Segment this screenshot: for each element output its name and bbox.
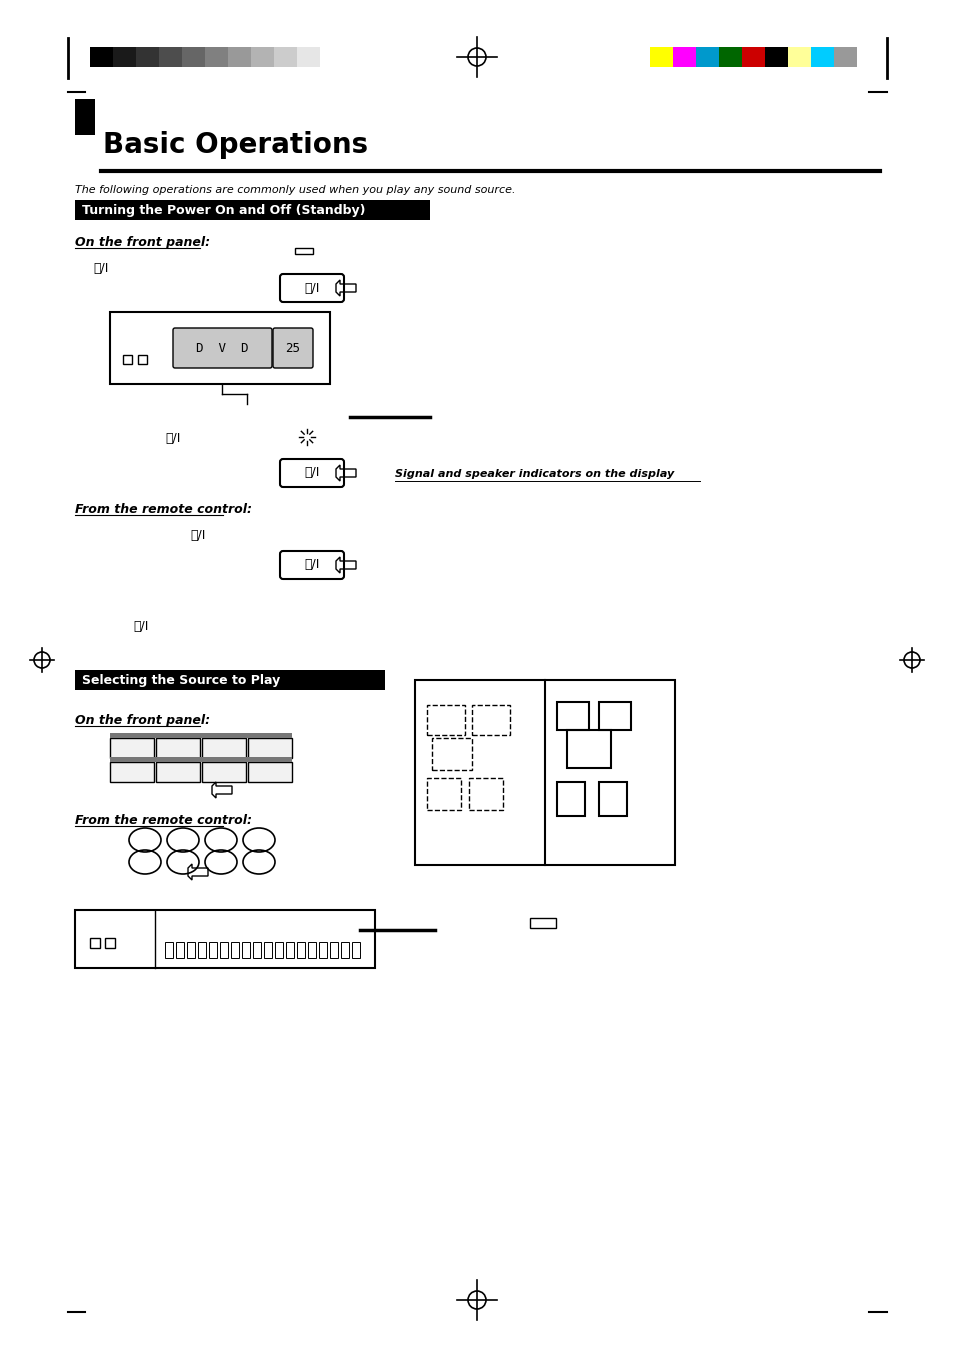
Bar [598, 781, 626, 817]
Bar [105, 938, 115, 948]
Bar [598, 702, 630, 730]
Text: From the remote control:: From the remote control: [75, 814, 252, 827]
Bar [741, 47, 764, 68]
Bar [182, 47, 205, 68]
Bar [110, 757, 292, 763]
Bar [75, 99, 95, 135]
Bar [110, 312, 330, 384]
Bar [340, 942, 349, 959]
Bar [286, 942, 294, 959]
Bar [251, 47, 274, 68]
Bar [649, 47, 672, 68]
Text: From the remote control:: From the remote control: [75, 503, 252, 516]
Bar [557, 702, 588, 730]
Text: ⏻/I: ⏻/I [132, 621, 149, 633]
Text: Signal and speaker indicators on the display: Signal and speaker indicators on the dis… [395, 469, 674, 479]
Bar [165, 942, 172, 959]
Text: 25: 25 [285, 342, 300, 354]
Bar [156, 763, 200, 781]
Bar [253, 942, 261, 959]
Text: ⏻/I: ⏻/I [92, 262, 109, 274]
Bar [110, 733, 292, 738]
Bar [138, 356, 147, 364]
Bar [719, 47, 741, 68]
Bar [205, 47, 228, 68]
Bar [75, 200, 430, 220]
Bar [248, 738, 292, 758]
Bar [242, 942, 250, 959]
Text: ⏻/I: ⏻/I [190, 529, 205, 542]
Bar [672, 47, 696, 68]
Bar [810, 47, 833, 68]
Bar [352, 942, 359, 959]
Bar [318, 942, 327, 959]
FancyBboxPatch shape [172, 329, 272, 368]
Bar [469, 777, 502, 810]
Bar [432, 738, 472, 771]
Text: ⏻/I: ⏻/I [304, 281, 319, 295]
Bar [228, 47, 251, 68]
Bar [175, 942, 184, 959]
Bar [566, 730, 610, 768]
Bar [202, 763, 246, 781]
Bar [557, 781, 584, 817]
Text: Turning the Power On and Off (Standby): Turning the Power On and Off (Standby) [82, 204, 365, 218]
Bar [248, 763, 292, 781]
Bar [136, 47, 159, 68]
Text: ⏻/I: ⏻/I [165, 433, 180, 445]
Bar [530, 918, 556, 927]
Text: Selecting the Source to Play: Selecting the Source to Play [82, 675, 280, 687]
Bar [90, 47, 112, 68]
Bar [764, 47, 787, 68]
Bar [296, 47, 319, 68]
Bar [209, 942, 216, 959]
Bar [264, 942, 272, 959]
Bar [187, 942, 194, 959]
FancyBboxPatch shape [273, 329, 313, 368]
Bar [296, 942, 305, 959]
Text: ⏻/I: ⏻/I [304, 558, 319, 572]
Bar [110, 738, 153, 758]
Bar [308, 942, 315, 959]
Bar [274, 942, 283, 959]
Bar [112, 47, 136, 68]
Bar [427, 704, 464, 735]
Bar [220, 942, 228, 959]
Bar [159, 47, 182, 68]
Bar [696, 47, 719, 68]
Bar [427, 777, 460, 810]
Bar [75, 671, 385, 690]
Bar [294, 247, 313, 254]
Text: On the front panel:: On the front panel: [75, 714, 210, 727]
Bar [202, 738, 246, 758]
Bar [833, 47, 856, 68]
Bar [198, 942, 206, 959]
Bar [75, 910, 375, 968]
Bar [330, 942, 337, 959]
Bar [110, 763, 153, 781]
Bar [90, 938, 100, 948]
Bar [787, 47, 810, 68]
Text: The following operations are commonly used when you play any sound source.: The following operations are commonly us… [75, 185, 515, 195]
Bar [415, 680, 675, 865]
Bar [274, 47, 296, 68]
Bar [231, 942, 239, 959]
Bar [472, 704, 510, 735]
Text: D  V  D: D V D [196, 342, 249, 354]
Text: On the front panel:: On the front panel: [75, 237, 210, 249]
Bar [319, 47, 343, 68]
Bar [156, 738, 200, 758]
Bar [123, 356, 132, 364]
Text: Basic Operations: Basic Operations [103, 131, 368, 160]
Text: ⏻/I: ⏻/I [304, 466, 319, 480]
